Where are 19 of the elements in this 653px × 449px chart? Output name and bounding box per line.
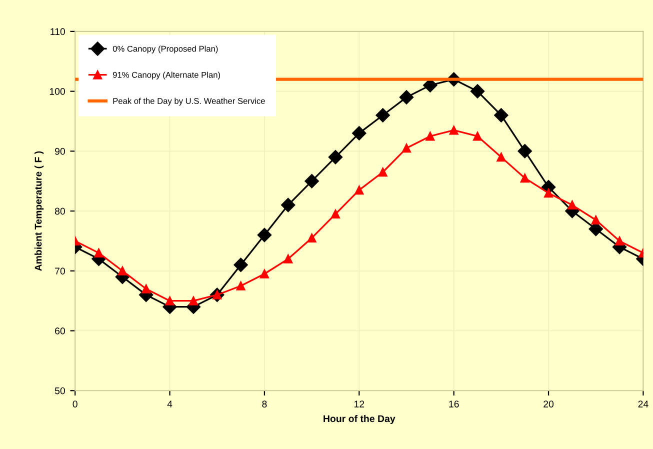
x-tick-label: 12 bbox=[354, 400, 364, 408]
y-tick-label: 110 bbox=[50, 28, 65, 36]
x-tick-label: 16 bbox=[449, 400, 459, 408]
y-tick-label: 60 bbox=[55, 327, 65, 334]
y-tick-label: 50 bbox=[54, 387, 65, 394]
x-axis-title: Hour of the Day bbox=[324, 414, 396, 424]
x-tick-label: 4 bbox=[167, 400, 172, 408]
y-axis-title: Ambient Temperature ( F ) bbox=[34, 151, 44, 271]
y-tick-label: 80 bbox=[54, 208, 65, 215]
x-tick-label: 8 bbox=[262, 400, 267, 408]
y-tick-label: 70 bbox=[55, 268, 65, 275]
x-tick-label: 0 bbox=[72, 400, 78, 408]
x-tick-label: 24 bbox=[638, 400, 648, 408]
y-tick-label: 100 bbox=[50, 88, 65, 95]
legend-label: 91% Canopy (Alternate Plan) bbox=[112, 72, 220, 80]
legend-label: Peak of the Day by U.S. Weather Service bbox=[113, 98, 265, 106]
legend-label: 0% Canopy (Proposed Plan) bbox=[112, 46, 218, 54]
y-tick-label: 90 bbox=[55, 148, 65, 155]
x-tick-label: 20 bbox=[544, 400, 554, 408]
